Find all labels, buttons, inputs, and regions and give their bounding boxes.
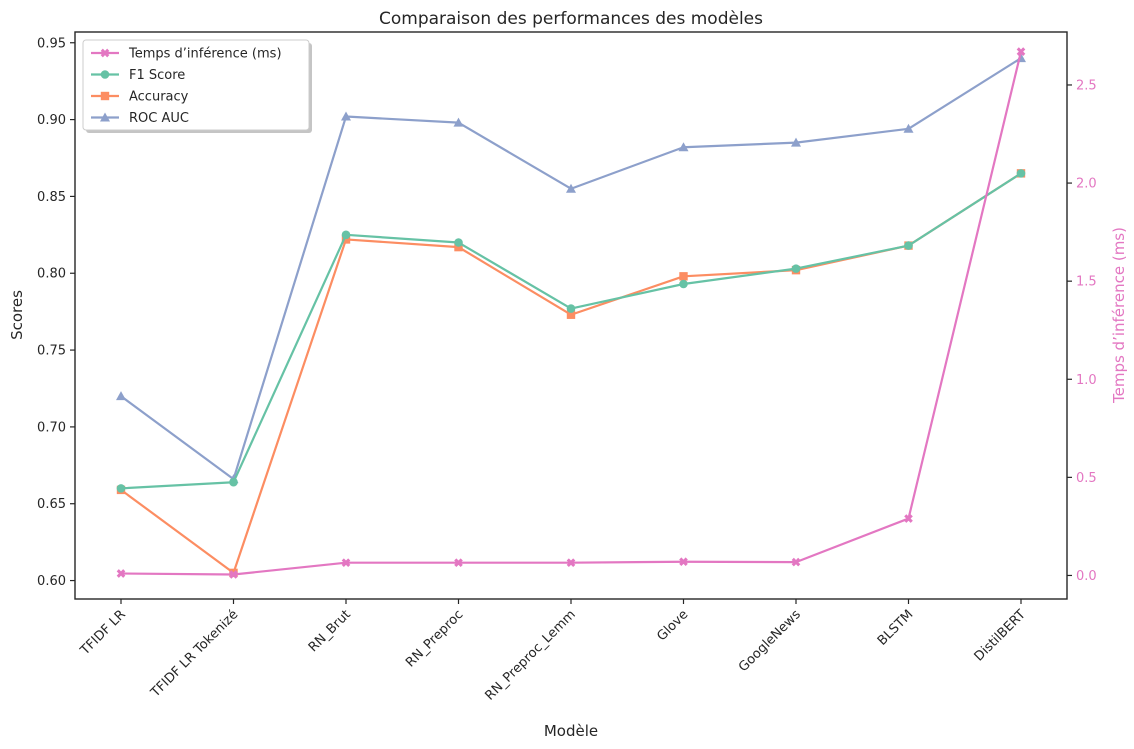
data-point <box>116 391 126 401</box>
series-0 <box>116 47 1026 579</box>
data-point <box>229 477 238 487</box>
data-point <box>1016 169 1026 178</box>
x-tick-label: Glove <box>654 607 691 644</box>
x-tick-label: TFIDF LR <box>77 607 129 659</box>
x-tick-label: BLSTM <box>875 607 916 648</box>
data-point <box>454 238 463 247</box>
data-point <box>679 557 688 567</box>
data-point <box>903 123 914 133</box>
legend-label: Accuracy <box>129 90 189 105</box>
y2-tick-label: 1.0 <box>1076 373 1097 388</box>
x-tick-label: RN_Preproc <box>403 607 466 670</box>
series-2 <box>116 169 1026 578</box>
y-tick-label: 0.95 <box>37 36 66 51</box>
y2-tick-label: 1.5 <box>1076 275 1097 290</box>
data-point <box>454 558 463 568</box>
y2-tick-label: 2.5 <box>1076 78 1097 93</box>
data-point <box>904 514 913 523</box>
data-point <box>791 264 801 273</box>
data-point <box>791 137 801 147</box>
y-tick-label: 0.65 <box>37 497 66 512</box>
x-tick-label: RN_Brut <box>306 607 354 655</box>
data-point <box>341 230 351 240</box>
y2-tick-label: 0.5 <box>1076 471 1097 486</box>
data-point <box>679 279 688 289</box>
legend: Temps d’inférence (ms) F1 Score Accuracy RO… <box>82 39 312 133</box>
data-point <box>566 310 576 319</box>
y-tick-label: 0.75 <box>37 344 66 359</box>
y-tick-label: 0.90 <box>37 113 66 128</box>
data-point <box>566 558 576 568</box>
x-tick-label: RN_Preproc_Lemm <box>483 607 579 703</box>
x-axis-title: Modèle <box>544 722 598 740</box>
legend-box <box>82 39 310 131</box>
y-tick-label: 0.80 <box>37 267 66 282</box>
data-point <box>453 117 464 127</box>
data-point <box>229 570 238 579</box>
data-point <box>566 304 576 313</box>
x-tick-label: GoogleNews <box>736 607 804 675</box>
legend-marker <box>100 70 110 79</box>
x-tick-label: DistilBERT <box>972 607 1029 664</box>
legend-marker <box>100 91 110 101</box>
series-1 <box>116 169 1026 493</box>
data-point <box>678 142 689 152</box>
y2-axis-title: Temps d’inférence (ms) <box>1110 227 1128 404</box>
data-point <box>679 272 688 281</box>
legend-label: F1 Score <box>129 68 185 83</box>
y2-tick-label: 0.0 <box>1076 569 1097 584</box>
data-point <box>341 558 351 568</box>
y2-tick-label: 2.0 <box>1076 177 1097 192</box>
data-point <box>341 235 351 244</box>
data-point <box>1016 47 1026 56</box>
data-point <box>904 241 913 250</box>
y-axis-title: Scores <box>8 290 26 340</box>
legend-label: Temps d’inférence (ms) <box>128 47 282 62</box>
data-point <box>566 183 576 193</box>
y-tick-label: 0.70 <box>37 420 66 435</box>
series-line <box>120 172 1022 490</box>
legend-label: ROC AUC <box>129 111 189 126</box>
data-point <box>791 557 801 567</box>
y-tick-label: 0.60 <box>37 574 66 589</box>
data-point <box>116 569 126 578</box>
legend-marker <box>100 112 110 122</box>
x-tick-label: TFIDF LR Tokenizé <box>147 607 241 701</box>
data-point <box>341 111 351 121</box>
y-tick-label: 0.85 <box>37 190 66 205</box>
chart-title: Comparaison des performances des modèles <box>379 9 763 29</box>
series-line <box>120 172 1022 574</box>
legend-marker <box>100 48 110 58</box>
data-point <box>454 242 463 252</box>
data-point <box>116 484 126 493</box>
